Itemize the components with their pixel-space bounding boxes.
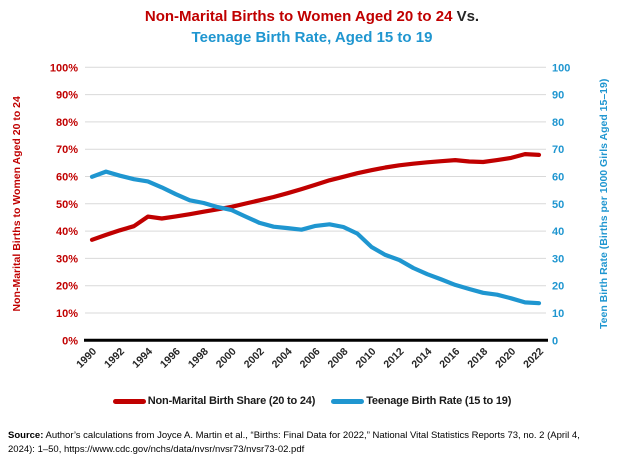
legend-line-swatch-blue: [331, 398, 365, 404]
x-axis-tick-label: 2014: [409, 346, 434, 371]
left-axis-tick-label: 30%: [56, 253, 78, 265]
right-axis-tick-label: 20: [552, 281, 564, 293]
right-axis-title: Teen Birth Rate (Births per 1000 Girls A…: [598, 79, 610, 329]
x-axis-tick-label: 2000: [214, 346, 239, 371]
left-axis-tick-label: 50%: [56, 199, 78, 211]
right-axis-tick-label: 30: [552, 253, 564, 265]
chart-title-line1-main: Non-Marital Births to Women Aged 20 to 2…: [144, 8, 453, 25]
right-axis-tick-label: 0: [552, 335, 558, 347]
x-axis-tick-label: 2022: [521, 346, 546, 371]
right-axis-tick-label: 10: [552, 308, 564, 320]
left-axis-title: Non-Marital Births to Women Aged 20 to 2…: [11, 96, 23, 311]
x-axis-tick-label: 1992: [102, 346, 127, 371]
x-axis-tick-label: 1998: [186, 346, 211, 371]
x-axis-tick-label: 2012: [381, 346, 406, 371]
right-axis-tick-label: 90: [552, 90, 564, 102]
left-axis-tick-label: 60%: [56, 172, 78, 184]
source-label: Source:: [8, 430, 44, 441]
dual-axis-line-chart: 0% 0 10% 10 20% 20 30% 30 40% 40 50% 50 60% 60 70% 70 80…: [11, 62, 610, 371]
right-axis-tick-label: 100: [552, 62, 570, 74]
x-axis-tick-label: 2018: [465, 346, 490, 371]
right-axis-tick-label: 50: [552, 199, 564, 211]
x-axis-tick-label: 1990: [74, 346, 99, 371]
x-axis-tick-label: 2010: [353, 346, 378, 371]
chart-title-line2: Teenage Birth Rate, Aged 15 to 19: [191, 29, 433, 46]
legend-item-nonmarital-share: Non-Marital Birth Share (20 to 24): [112, 395, 316, 407]
x-axis-tick-label: 2016: [437, 346, 462, 371]
source-note: Source: Author’s calculations from Joyce…: [8, 429, 608, 456]
x-axis-tick-label: 2020: [493, 346, 518, 371]
right-axis-tick-label: 80: [552, 117, 564, 129]
legend: Non-Marital Birth Share (20 to 24) Teena…: [0, 395, 624, 407]
series-line-nonmarital-share: [89, 151, 542, 242]
legend-line-swatch-red: [112, 398, 146, 404]
legend-label-nonmarital-share: Non-Marital Birth Share (20 to 24): [147, 395, 316, 407]
x-axis-tick-label: 2004: [270, 346, 295, 371]
chart-title: Non-Marital Births to Women Aged 20 to 2…: [0, 6, 624, 48]
left-axis-tick-label: 90%: [56, 90, 78, 102]
x-axis-tick-label: 2006: [298, 346, 323, 371]
left-axis-tick-label: 40%: [56, 226, 78, 238]
left-axis-tick-label: 0%: [62, 335, 78, 347]
right-axis-tick-label: 70: [552, 144, 564, 156]
x-axis-tick-label: 2008: [326, 346, 351, 371]
series-line-teen-birth-rate: [89, 169, 542, 306]
x-axis-tick-label: 1996: [158, 346, 183, 371]
chart-title-line1: Non-Marital Births to Women Aged 20 to 2…: [0, 6, 624, 27]
source-text: Author’s calculations from Joyce A. Mart…: [8, 430, 580, 455]
legend-item-teen-birth-rate: Teenage Birth Rate (15 to 19): [331, 395, 511, 407]
left-axis-tick-label: 100%: [50, 62, 78, 74]
legend-label-teen-birth-rate: Teenage Birth Rate (15 to 19): [366, 395, 512, 407]
left-axis-tick-label: 10%: [56, 308, 78, 320]
right-axis-tick-label: 60: [552, 172, 564, 184]
left-axis-tick-label: 70%: [56, 144, 78, 156]
left-axis-tick-label: 80%: [56, 117, 78, 129]
x-axis-tick-label: 2002: [242, 346, 267, 371]
chart-title-line1-suffix: Vs.: [452, 8, 480, 25]
right-axis-tick-label: 40: [552, 226, 564, 238]
x-axis-tick-label: 1994: [130, 346, 155, 371]
left-axis-tick-label: 20%: [56, 281, 78, 293]
